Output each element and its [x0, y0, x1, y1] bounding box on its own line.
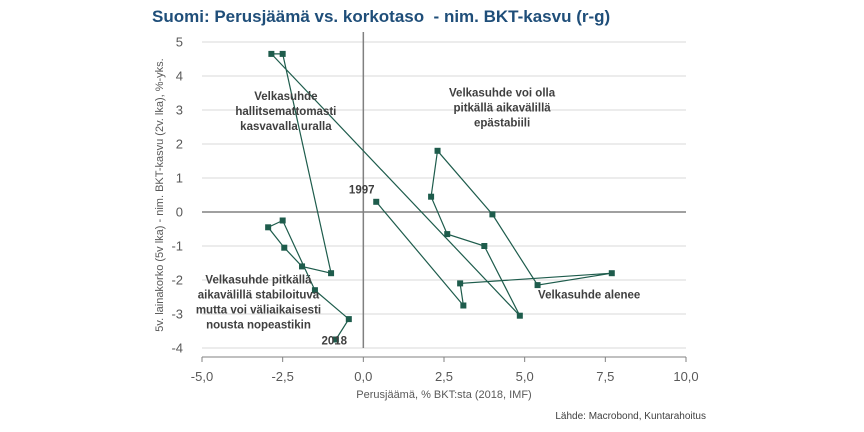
- data-point: [332, 336, 339, 343]
- data-point: [434, 147, 441, 154]
- y-tick-label: 5: [176, 35, 183, 50]
- x-tick-label: -2,5: [271, 369, 293, 384]
- x-tick-label: 0,0: [354, 369, 372, 384]
- data-point: [268, 50, 275, 57]
- chart-title: Suomi: Perusjäämä vs. korkotaso - nim. B…: [152, 7, 611, 26]
- x-tick-label: 2,5: [435, 369, 453, 384]
- annotation-text: epästabiili: [474, 117, 530, 129]
- y-tick-label: 3: [176, 103, 183, 118]
- data-point: [328, 270, 335, 277]
- y-tick-label: 0: [176, 205, 183, 220]
- annotation-text: mutta voi väliaikaisesti: [196, 304, 321, 316]
- data-point: [345, 316, 352, 323]
- y-tick-label: 1: [176, 171, 183, 186]
- source-note: Lähde: Macrobond, Kuntarahoitus: [555, 411, 706, 422]
- y-tick-label: 2: [176, 137, 183, 152]
- data-point: [489, 211, 496, 218]
- annotation-text: Velkasuhde pitkällä: [205, 274, 312, 286]
- data-point: [516, 312, 523, 319]
- x-tick-label: 5,0: [516, 369, 534, 384]
- data-point: [299, 263, 306, 270]
- annotation-text: hallitsemattomasti: [235, 106, 336, 118]
- data-point: [311, 287, 318, 294]
- data-point: [279, 50, 286, 57]
- data-point: [373, 198, 380, 205]
- x-tick-label: -5,0: [191, 369, 213, 384]
- annotation-text: Velkasuhde alenee: [538, 290, 640, 302]
- data-point: [608, 270, 615, 277]
- data-point: [265, 224, 272, 231]
- y-axis-title: 5v. lainakorko (5v lka) - nim. BKT-kasvu…: [154, 58, 166, 331]
- y-tick-label: 4: [176, 69, 183, 84]
- y-tick-label: -3: [171, 307, 183, 322]
- annotation-text: aikavälillä stabiloituva: [198, 289, 320, 301]
- data-point: [281, 244, 288, 251]
- annotation-text: Velkasuhde: [254, 91, 317, 103]
- data-point: [460, 302, 467, 309]
- data-point: [481, 243, 488, 249]
- annotation-text: nousta nopeastikin: [206, 319, 311, 331]
- annotation-text: kasvavalla uralla: [240, 121, 332, 133]
- x-tick-label: 7,5: [596, 369, 614, 384]
- data-point: [279, 217, 286, 224]
- annotation-text: 1997: [349, 184, 375, 196]
- data-point: [457, 280, 464, 287]
- annotation-text: pitkällä aikavälillä: [453, 102, 551, 114]
- annotation-text: Velkasuhde voi olla: [449, 87, 556, 99]
- data-point: [444, 231, 451, 238]
- annotation-text: 2018: [321, 336, 347, 348]
- x-axis-title: Perusjäämä, % BKT:sta (2018, IMF): [356, 389, 531, 401]
- y-tick-label: -4: [171, 341, 183, 356]
- y-tick-label: -2: [171, 273, 183, 288]
- y-tick-label: -1: [171, 239, 183, 254]
- data-point: [428, 193, 435, 200]
- data-point: [534, 282, 541, 289]
- x-tick-label: 10,0: [673, 369, 698, 384]
